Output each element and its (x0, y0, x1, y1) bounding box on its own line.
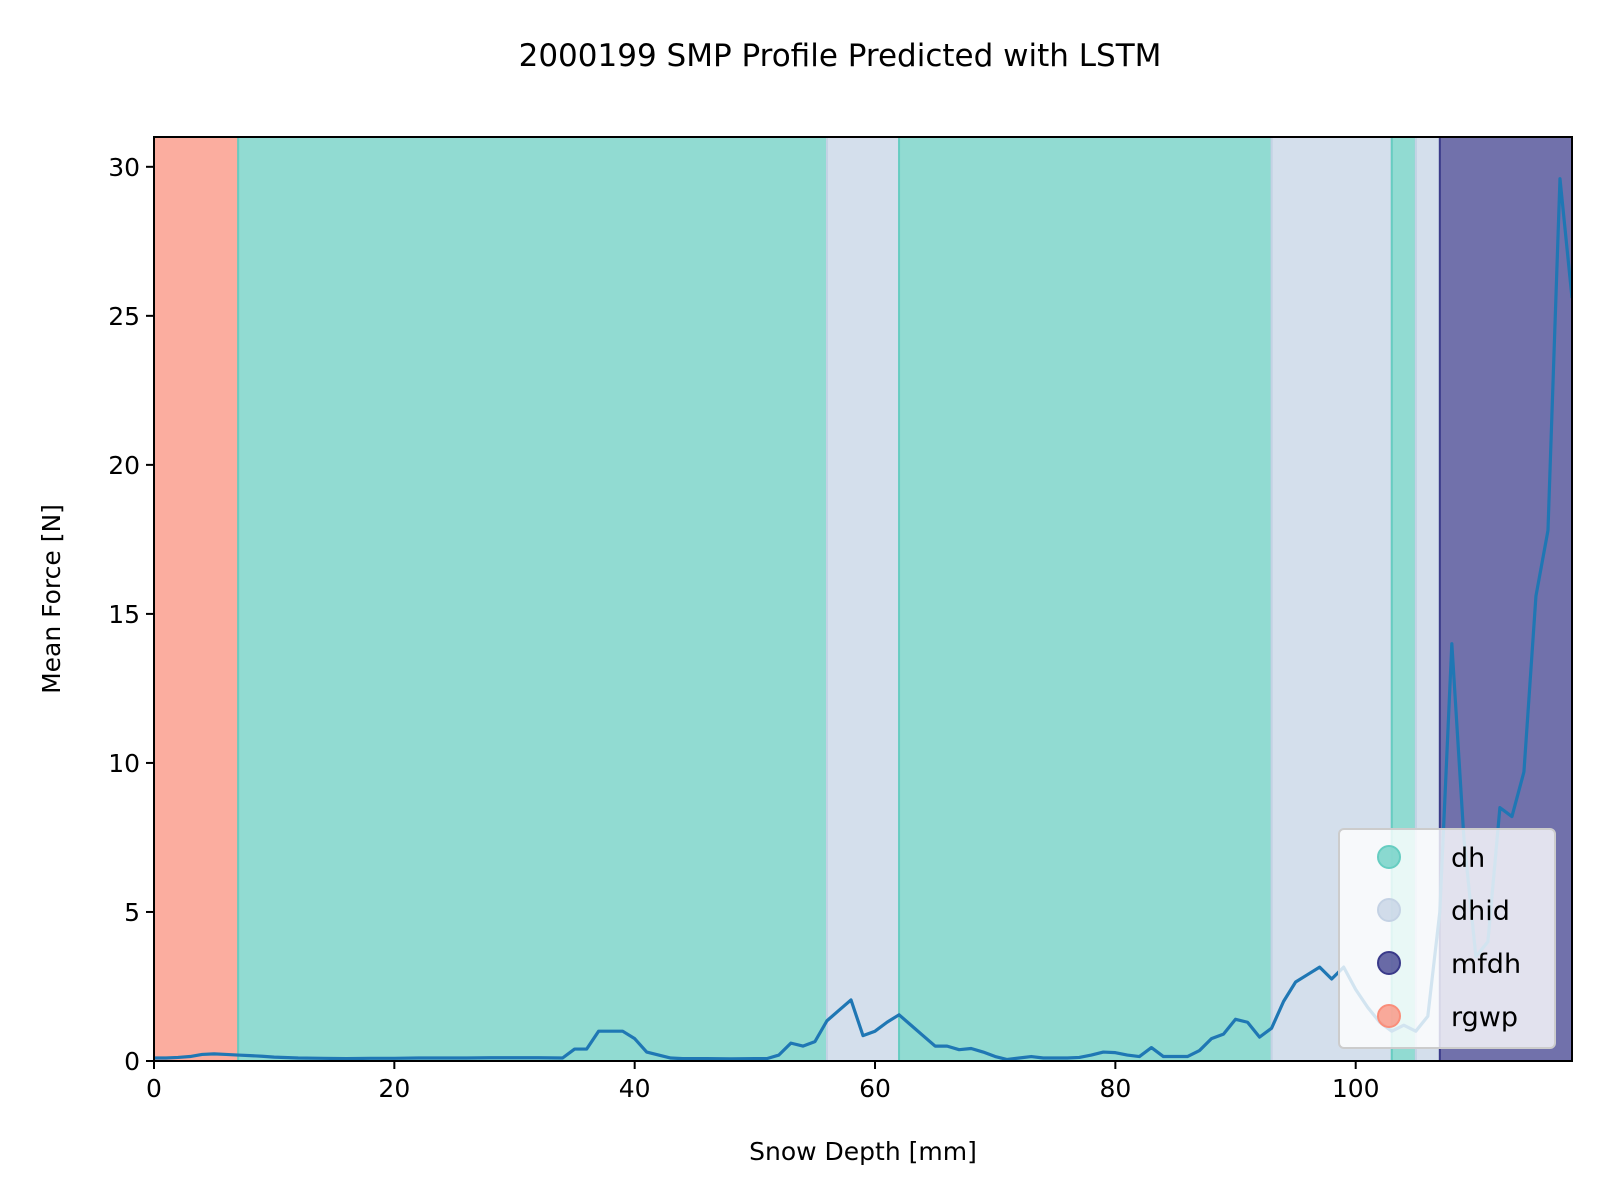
y-tick-label: 30 (108, 153, 140, 182)
x-tick-label: 40 (619, 1074, 651, 1103)
x-tick-label: 80 (1099, 1074, 1131, 1103)
legend-marker-mfdh (1377, 951, 1401, 975)
x-axis: 0 20 40 60 80 100 (146, 1061, 1380, 1103)
chart-title: 2000199 SMP Profile Predicted with LSTM (519, 38, 1162, 74)
x-tick-label: 20 (378, 1074, 410, 1103)
plot-frame (153, 136, 1573, 1062)
x-tick-label: 100 (1332, 1074, 1380, 1103)
y-tick-label: 10 (108, 749, 140, 778)
y-tick-label: 20 (108, 451, 140, 480)
legend-box (1338, 828, 1556, 1049)
band-rgwp-0 (154, 137, 240, 1061)
band-dhid-4 (1270, 137, 1393, 1061)
y-axis: 0 5 10 15 20 25 30 (108, 153, 154, 1076)
y-tick-label: 15 (108, 600, 140, 629)
band-dh-1 (237, 137, 828, 1061)
x-axis-label: Snow Depth [mm] (749, 1137, 977, 1166)
x-tick-label: 60 (859, 1074, 891, 1103)
legend-marker-dhid (1377, 898, 1401, 922)
legend-label-dhid: dhid (1451, 896, 1510, 927)
y-tick-label: 5 (124, 898, 140, 927)
y-axis-label: Mean Force [N] (37, 504, 66, 694)
band-dhid-2 (825, 137, 901, 1061)
legend-label-mfdh: mfdh (1451, 949, 1521, 980)
legend-label-dh: dh (1451, 843, 1485, 874)
class-bands (154, 137, 1572, 1061)
band-dh-3 (898, 137, 1273, 1061)
legend-marker-rgwp (1377, 1004, 1401, 1028)
legend-marker-dh (1377, 845, 1401, 869)
legend: dh dhid mfdh rgwp (1338, 828, 1556, 1049)
x-tick-label: 0 (146, 1074, 162, 1103)
y-tick-label: 25 (108, 302, 140, 331)
y-tick-label: 0 (124, 1047, 140, 1076)
legend-label-rgwp: rgwp (1451, 1002, 1518, 1033)
